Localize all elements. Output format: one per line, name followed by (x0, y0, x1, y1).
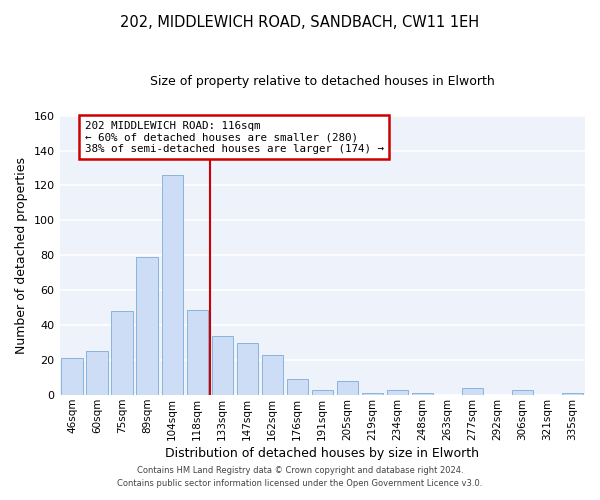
Bar (212, 336, 233, 395)
Text: Contains HM Land Registry data © Crown copyright and database right 2024.
Contai: Contains HM Land Registry data © Crown c… (118, 466, 482, 487)
Bar (136, 257, 158, 395)
Title: Size of property relative to detached houses in Elworth: Size of property relative to detached ho… (150, 75, 494, 88)
Bar (287, 380, 308, 395)
Bar (362, 394, 383, 395)
Bar (387, 390, 408, 395)
Text: 202, MIDDLEWICH ROAD, SANDBACH, CW11 1EH: 202, MIDDLEWICH ROAD, SANDBACH, CW11 1EH (121, 15, 479, 30)
Bar (161, 175, 183, 395)
Bar (562, 394, 583, 395)
Bar (236, 342, 258, 395)
Bar (86, 352, 108, 395)
Bar (412, 394, 433, 395)
Bar (262, 355, 283, 395)
Text: 202 MIDDLEWICH ROAD: 116sqm
← 60% of detached houses are smaller (280)
38% of se: 202 MIDDLEWICH ROAD: 116sqm ← 60% of det… (85, 121, 383, 154)
Y-axis label: Number of detached properties: Number of detached properties (15, 157, 28, 354)
Bar (462, 388, 483, 395)
Bar (311, 390, 333, 395)
Bar (112, 312, 133, 395)
Bar (187, 310, 208, 395)
X-axis label: Distribution of detached houses by size in Elworth: Distribution of detached houses by size … (165, 447, 479, 460)
Bar (337, 381, 358, 395)
Bar (61, 358, 83, 395)
Bar (512, 390, 533, 395)
